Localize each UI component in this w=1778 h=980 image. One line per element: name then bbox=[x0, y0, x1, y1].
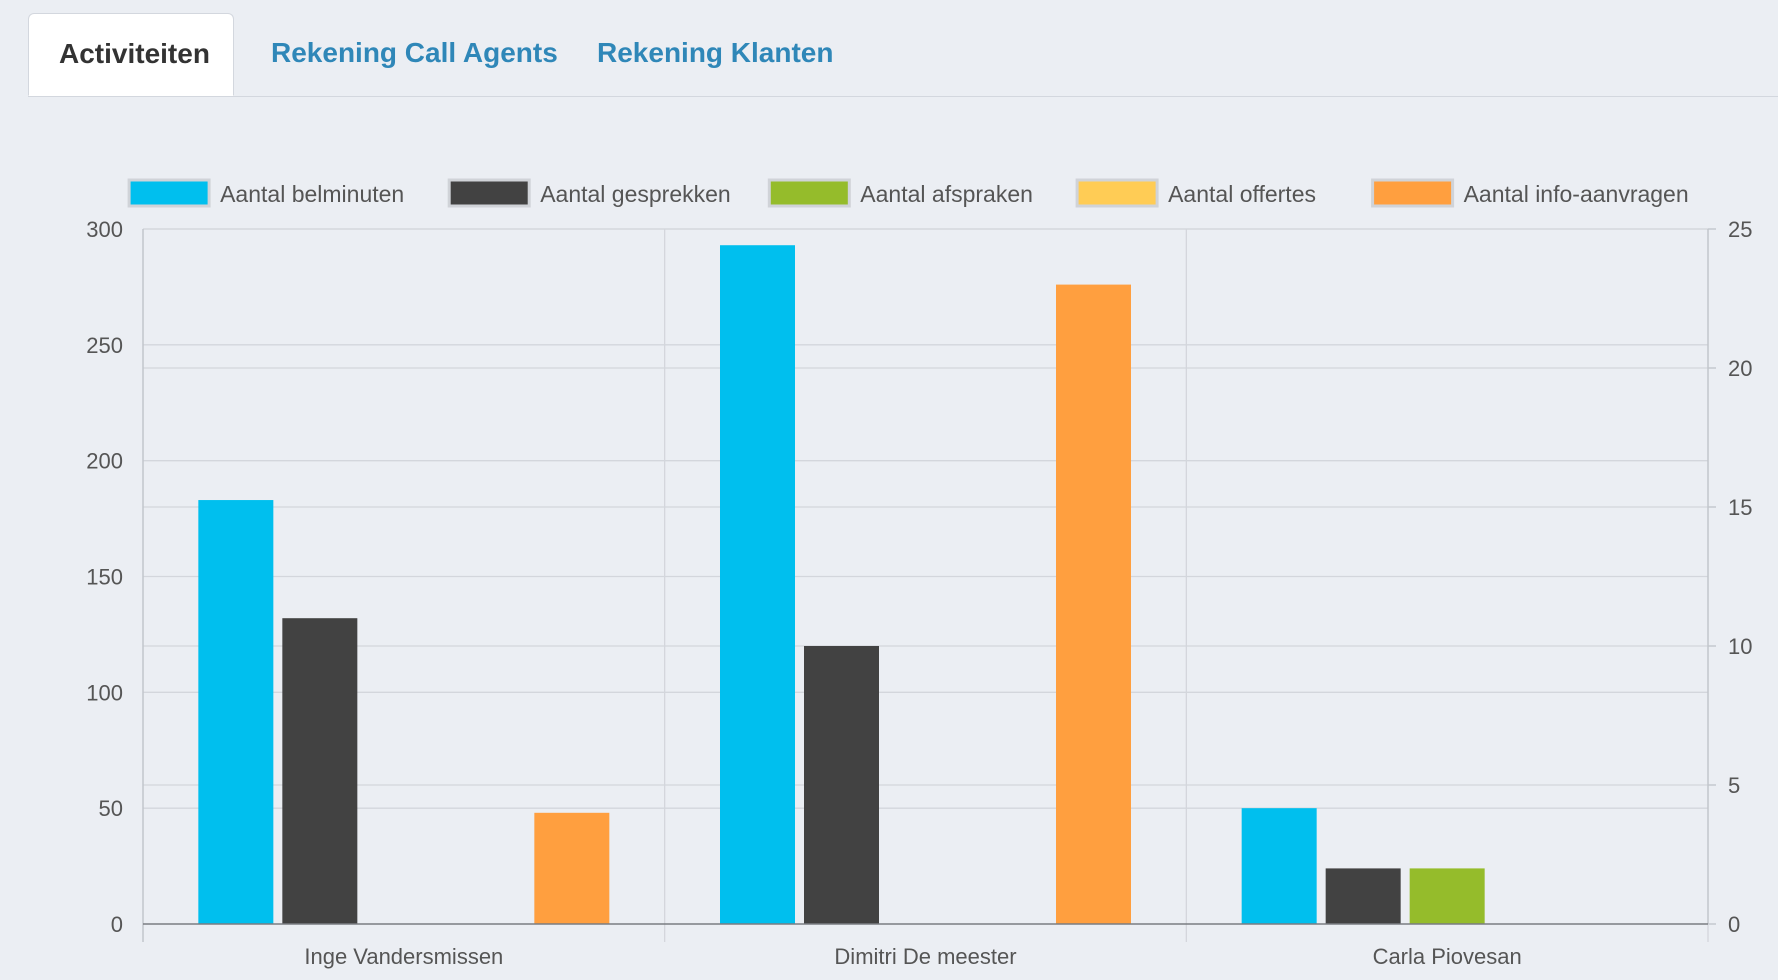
bar bbox=[1056, 284, 1131, 925]
bar bbox=[1241, 808, 1317, 924]
y-left-tick-label: 250 bbox=[86, 333, 123, 358]
legend-label: Aantal gesprekken bbox=[540, 181, 731, 207]
bar bbox=[1409, 868, 1485, 924]
tab-activiteiten[interactable]: Activiteiten bbox=[28, 13, 234, 96]
legend-label: Aantal afspraken bbox=[860, 181, 1033, 207]
legend-swatch bbox=[767, 178, 851, 208]
legend-label: Aantal offertes bbox=[1168, 181, 1316, 207]
bar bbox=[720, 245, 795, 924]
legend-label: Aantal info-aanvragen bbox=[1464, 181, 1689, 207]
y-left-tick-label: 200 bbox=[86, 449, 123, 474]
y-left-tick-label: 50 bbox=[99, 796, 123, 821]
bar bbox=[804, 646, 879, 924]
tab-bar: Activiteiten Rekening Call Agents Rekeni… bbox=[28, 0, 1778, 97]
tab-rekening-klanten[interactable]: Rekening Klanten bbox=[597, 37, 834, 68]
y-left-tick-label: 0 bbox=[111, 912, 123, 937]
legend-swatch bbox=[1075, 178, 1159, 208]
bar bbox=[1325, 868, 1401, 924]
legend-swatch bbox=[447, 178, 531, 208]
x-tick-label: Carla Piovesan bbox=[1373, 944, 1522, 969]
y-right-tick-label: 10 bbox=[1728, 634, 1752, 659]
y-right-tick-label: 25 bbox=[1728, 217, 1752, 242]
bar bbox=[198, 500, 274, 924]
tab-rekening-call-agents[interactable]: Rekening Call Agents bbox=[271, 37, 558, 68]
y-right-tick-label: 20 bbox=[1728, 356, 1752, 381]
legend-swatch bbox=[127, 178, 211, 208]
y-right-tick-label: 0 bbox=[1728, 912, 1740, 937]
x-tick-label: Inge Vandersmissen bbox=[304, 944, 503, 969]
y-right-tick-label: 15 bbox=[1728, 495, 1752, 520]
legend-swatch bbox=[1371, 178, 1455, 208]
x-tick-label: Dimitri De meester bbox=[834, 944, 1016, 969]
legend-label: Aantal belminuten bbox=[220, 181, 404, 207]
bar bbox=[534, 812, 610, 924]
bar bbox=[282, 618, 358, 924]
y-left-tick-label: 300 bbox=[86, 217, 123, 242]
y-right-tick-label: 5 bbox=[1728, 773, 1740, 798]
y-left-tick-label: 100 bbox=[86, 680, 123, 705]
y-left-tick-label: 150 bbox=[86, 565, 123, 590]
